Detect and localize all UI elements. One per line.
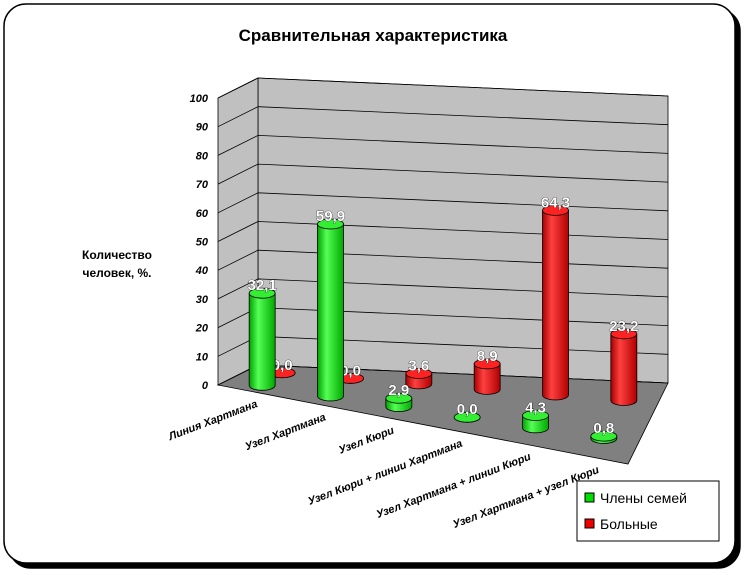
legend-label-patients: Больные — [600, 516, 658, 532]
bar-top — [317, 218, 344, 230]
y-axis-label-line2: человек, %. — [82, 266, 151, 280]
data-label: 3,6 — [408, 358, 429, 375]
gridline — [217, 77, 669, 99]
gridline — [217, 106, 669, 128]
chart-title: Сравнительная характеристика — [239, 26, 508, 45]
data-label: 0,0 — [272, 357, 293, 374]
gridline — [217, 192, 669, 214]
bar-top — [248, 287, 276, 299]
y-tick-label: 100 — [190, 93, 209, 105]
bar-top — [590, 430, 618, 442]
bar-top — [473, 358, 501, 370]
bar-top — [405, 368, 433, 379]
legend: Члены семей Больные — [576, 480, 720, 542]
data-label: 32,1 — [248, 277, 277, 294]
bar-top — [522, 410, 549, 421]
legend-label-family: Члены семей — [600, 490, 687, 506]
gridline — [217, 221, 669, 242]
gridline — [217, 163, 669, 185]
data-label: 0,0 — [457, 401, 478, 418]
gridline — [217, 278, 669, 300]
legend-swatch-patients — [584, 518, 595, 529]
data-label: 23,2 — [609, 318, 638, 335]
gridline — [217, 249, 669, 271]
data-label: 0,0 — [340, 362, 361, 379]
y-tick-label: 90 — [196, 122, 209, 134]
legend-box — [576, 480, 720, 542]
bar-body — [542, 209, 569, 401]
legend-swatch-family — [584, 492, 595, 503]
bar-top — [385, 392, 413, 404]
data-label: 8,9 — [477, 348, 498, 365]
gridline — [217, 134, 669, 156]
y-tick-label: 30 — [196, 294, 209, 306]
bar-body — [248, 292, 276, 391]
data-label: 4,3 — [525, 399, 546, 416]
data-label: 0,8 — [593, 420, 614, 437]
y-tick-label: 60 — [196, 208, 209, 220]
bar-body — [473, 363, 501, 395]
data-label: 59,9 — [316, 208, 345, 225]
data-label: 2,9 — [388, 382, 409, 399]
y-tick-label: 10 — [196, 351, 209, 363]
y-tick-label: 50 — [196, 237, 209, 249]
y-tick-label: 40 — [195, 265, 209, 277]
y-axis-label-line1: Количество — [82, 248, 152, 262]
y-tick-label: 80 — [196, 150, 209, 162]
y-tick-label: 20 — [195, 323, 209, 335]
bar-top — [542, 204, 569, 216]
data-label: 64,3 — [541, 194, 570, 211]
bar-top — [610, 328, 638, 340]
bar-top — [453, 411, 481, 423]
bar-body — [610, 333, 638, 406]
y-tick-label: 0 — [202, 380, 209, 392]
bar-body — [317, 223, 344, 402]
y-tick-label: 70 — [196, 179, 209, 191]
